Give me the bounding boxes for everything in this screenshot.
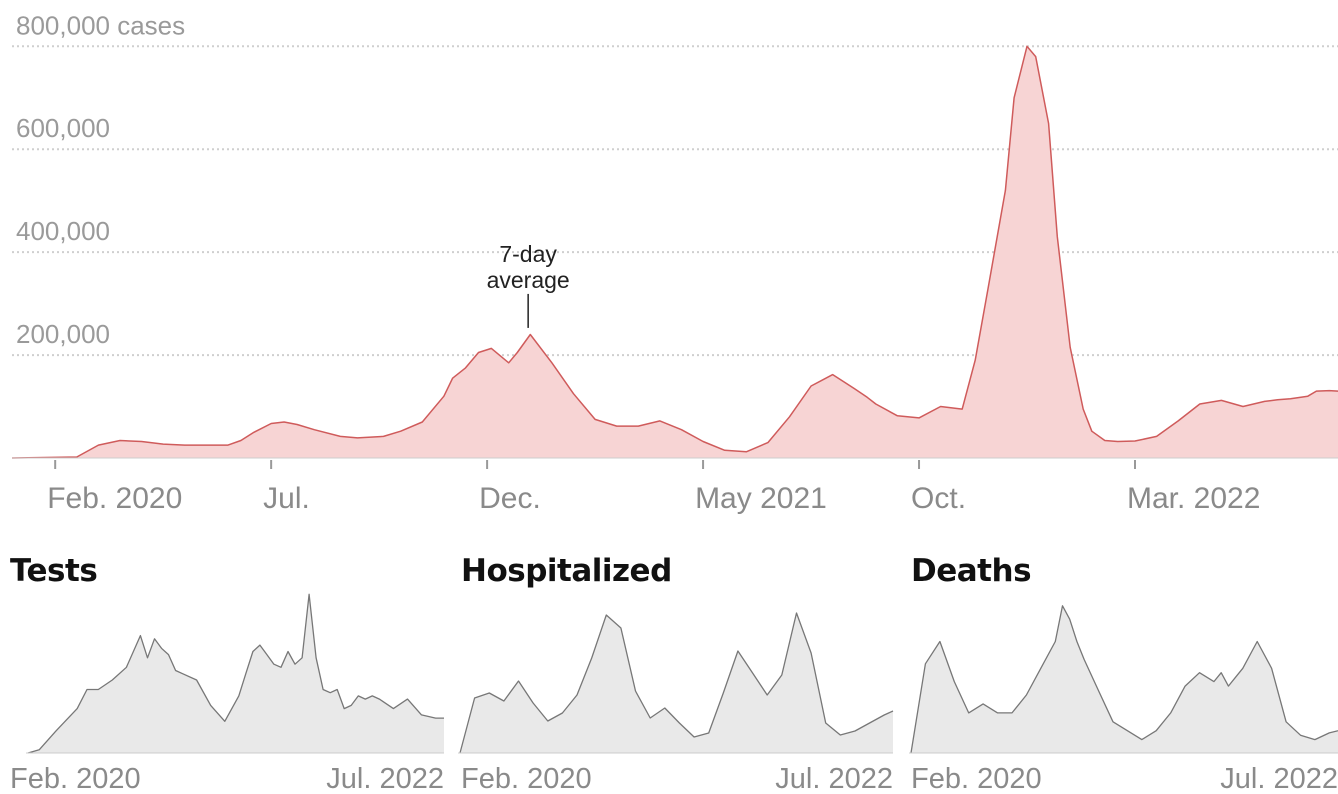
x-tick-label: May 2021 — [695, 482, 827, 515]
panel-start-label: Feb. 2020 — [461, 763, 592, 794]
panel-end-label: Jul. 2022 — [775, 763, 893, 794]
panel-area — [911, 605, 1338, 753]
panel-end-label: Jul. 2022 — [326, 763, 444, 794]
panel-end-label: Jul. 2022 — [1220, 763, 1338, 794]
y-tick-label: 200,000 — [16, 319, 110, 349]
cases-line — [11, 45, 1338, 459]
panel-area — [460, 613, 893, 753]
y-tick-label: 800,000 cases — [16, 10, 185, 40]
cases-area — [12, 46, 1338, 459]
deaths-panel: Deaths Feb. 2020 Jul. 2022 — [909, 553, 1338, 794]
hospitalized-panel-title: Hospitalized — [461, 553, 672, 589]
tests-panel: Tests Feb. 2020 Jul. 2022 — [10, 553, 444, 794]
panel-area — [28, 594, 444, 753]
annotation-label-line2: average — [487, 267, 570, 293]
x-tick-label: Jul. — [263, 482, 310, 515]
deaths-panel-title: Deaths — [911, 553, 1031, 589]
x-tick-label: Dec. — [479, 482, 541, 515]
tests-panel-title: Tests — [10, 553, 97, 589]
cases-y-tick-labels: 200,000 400,000 600,000 800,000 cases — [16, 10, 185, 349]
cases-gridlines — [12, 45, 1338, 357]
hospitalized-panel: Hospitalized Feb. 2020 Jul. 2022 — [458, 553, 894, 794]
annotation-label-line1: 7-day — [499, 241, 557, 267]
x-tick-label: Mar. 2022 — [1127, 482, 1260, 515]
panel-line — [459, 612, 894, 754]
y-tick-label: 600,000 — [16, 113, 110, 143]
x-tick-label: Oct. — [911, 482, 966, 515]
y-tick-label: 400,000 — [16, 216, 110, 246]
cases-x-ticks: Feb. 2020 Jul. Dec. May 2021 Oct. Mar. 2022 — [47, 460, 1260, 515]
panel-line — [27, 593, 444, 754]
panel-start-label: Feb. 2020 — [10, 763, 141, 794]
panel-line — [910, 605, 1338, 754]
x-tick-label: Feb. 2020 — [47, 482, 182, 515]
panel-start-label: Feb. 2020 — [911, 763, 1042, 794]
average-annotation: 7-day average — [487, 241, 570, 328]
cases-chart: 200,000 400,000 600,000 800,000 cases Feb. … — [11, 10, 1338, 515]
